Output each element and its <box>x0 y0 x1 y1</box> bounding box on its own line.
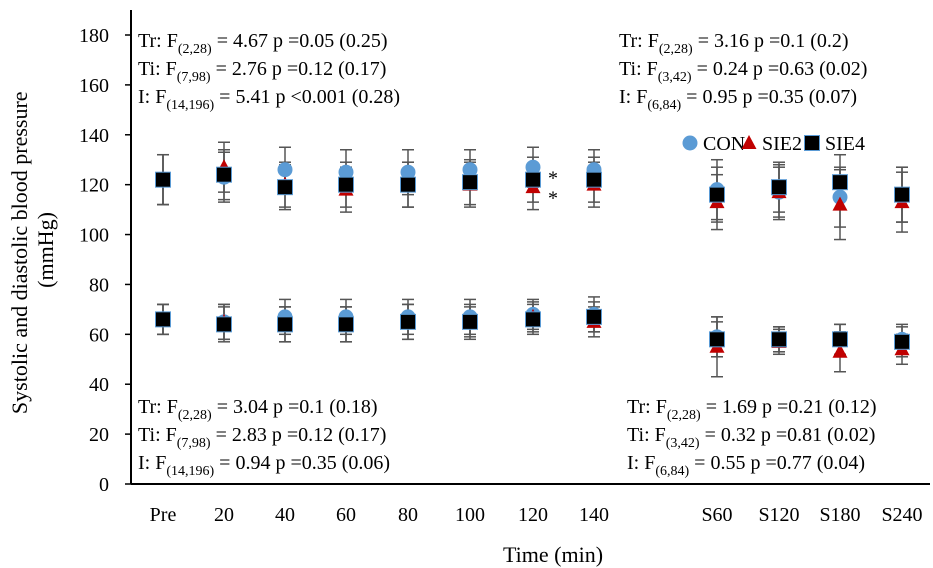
marker-sie4-systolic <box>338 176 354 193</box>
marker-sie4-systolic <box>277 179 293 196</box>
marker-sie4-diastolic <box>709 331 725 348</box>
marker-sie4-diastolic <box>771 331 787 348</box>
marker-sie4-diastolic <box>216 316 232 333</box>
stat-annotation-top-left: Tr: F(2,28) = 4.67 p =0.05 (0.25) <box>138 30 388 57</box>
x-tick-label: S180 <box>819 504 860 526</box>
marker-sie2-systolic <box>832 196 848 211</box>
marker-sie4-diastolic <box>586 308 602 325</box>
marker-sie4-diastolic <box>525 311 541 328</box>
stat-annotation-top-left: I: F(14,196) = 5.41 p <0.001 (0.28) <box>138 86 400 113</box>
marker-sie4-diastolic <box>155 311 171 328</box>
marker-sie4-diastolic <box>277 316 293 333</box>
marker-sie4-diastolic <box>400 313 416 330</box>
marker-sie4-systolic <box>894 186 910 203</box>
marker-sie4-systolic <box>155 171 171 188</box>
stat-annotation-top-right: Tr: F(2,28) = 3.16 p =0.1 (0.2) <box>619 30 849 57</box>
y-tick-label: 120 <box>79 175 109 197</box>
marker-con-systolic <box>400 164 416 180</box>
statistics-annotations: Tr: F(2,28) = 4.67 p =0.05 (0.25)Ti: F(7… <box>138 30 877 479</box>
legend-sie2-icon <box>741 135 757 149</box>
y-axis-label-line2: (mmHg) <box>33 212 58 288</box>
y-tick-label: 60 <box>89 324 109 346</box>
axes: 0 20 40 60 80 100 120 140 160 180 Pre 20 40 60 80 100 12… <box>79 10 930 526</box>
marker-con-systolic <box>462 162 478 178</box>
x-tick-label: 100 <box>455 504 485 526</box>
y-tick-label: 160 <box>79 75 109 97</box>
stat-annotation-top-right: I: F(6,84) = 0.95 p =0.35 (0.07) <box>619 86 857 113</box>
legend-con-icon <box>682 135 698 151</box>
x-tick-label: Pre <box>150 504 177 526</box>
stat-annotation-bottom-right: I: F(6,84) = 0.55 p =0.77 (0.04) <box>627 452 865 479</box>
x-tick-label: 40 <box>275 504 295 526</box>
marker-con-systolic <box>277 162 293 178</box>
marker-sie4-systolic <box>400 176 416 193</box>
x-tick-label: S60 <box>701 504 732 526</box>
x-tick-label: 60 <box>336 504 356 526</box>
x-tick-label: 20 <box>214 504 234 526</box>
x-tick-label: S120 <box>758 504 799 526</box>
x-tick-label: 120 <box>518 504 548 526</box>
y-tick-label: 180 <box>79 25 109 47</box>
marker-sie4-systolic <box>462 174 478 191</box>
data-markers: ** <box>155 159 910 358</box>
x-tick-label: 80 <box>398 504 418 526</box>
y-axis-label: Systolic and diastolic blood pressure (m… <box>7 86 58 414</box>
legend-sie4-icon <box>804 135 820 151</box>
stat-annotation-bottom-left: Tr: F(2,28) = 3.04 p =0.1 (0.18) <box>138 396 378 423</box>
marker-sie4-systolic <box>832 174 848 191</box>
significance-asterisk: * <box>548 188 558 210</box>
legend: CON SIE2 SIE4 <box>682 133 865 155</box>
marker-sie4-diastolic <box>462 313 478 330</box>
stat-annotation-top-right: Ti: F(3,42) = 0.24 p =0.63 (0.02) <box>619 58 867 85</box>
legend-label-sie2: SIE2 <box>762 133 802 155</box>
y-tick-label: 40 <box>89 374 109 396</box>
marker-sie4-diastolic <box>338 316 354 333</box>
marker-sie4-systolic <box>525 171 541 188</box>
marker-sie4-systolic <box>709 186 725 203</box>
marker-sie4-systolic <box>586 171 602 188</box>
legend-label-con: CON <box>703 133 745 155</box>
x-axis-label: Time (min) <box>503 542 603 567</box>
y-tick-label: 20 <box>89 424 109 446</box>
x-tick-label: 140 <box>579 504 609 526</box>
marker-sie4-systolic <box>771 179 787 196</box>
marker-con-systolic <box>525 159 541 175</box>
stat-annotation-bottom-right: Ti: F(3,42) = 0.32 p =0.81 (0.02) <box>627 424 875 451</box>
y-axis-label-line1: Systolic and diastolic blood pressure <box>7 91 32 414</box>
marker-sie4-systolic <box>216 166 232 183</box>
marker-sie4-diastolic <box>832 331 848 348</box>
marker-sie4-diastolic <box>894 333 910 350</box>
marker-sie2-diastolic <box>832 343 848 358</box>
legend-label-sie4: SIE4 <box>825 133 865 155</box>
y-tick-label: 100 <box>79 225 109 247</box>
significance-asterisk: * <box>548 168 558 190</box>
stat-annotation-bottom-right: Tr: F(2,28) = 1.69 p =0.21 (0.12) <box>627 396 877 423</box>
marker-con-systolic <box>338 164 354 180</box>
y-tick-label: 80 <box>89 274 109 296</box>
stat-annotation-bottom-left: Ti: F(7,98) = 2.83 p =0.12 (0.17) <box>138 424 386 451</box>
y-tick-label: 140 <box>79 125 109 147</box>
y-tick-label: 0 <box>99 474 109 496</box>
stat-annotation-top-left: Ti: F(7,98) = 2.76 p =0.12 (0.17) <box>138 58 386 85</box>
x-tick-label: S240 <box>881 504 922 526</box>
stat-annotation-bottom-left: I: F(14,196) = 0.94 p =0.35 (0.06) <box>138 452 390 479</box>
